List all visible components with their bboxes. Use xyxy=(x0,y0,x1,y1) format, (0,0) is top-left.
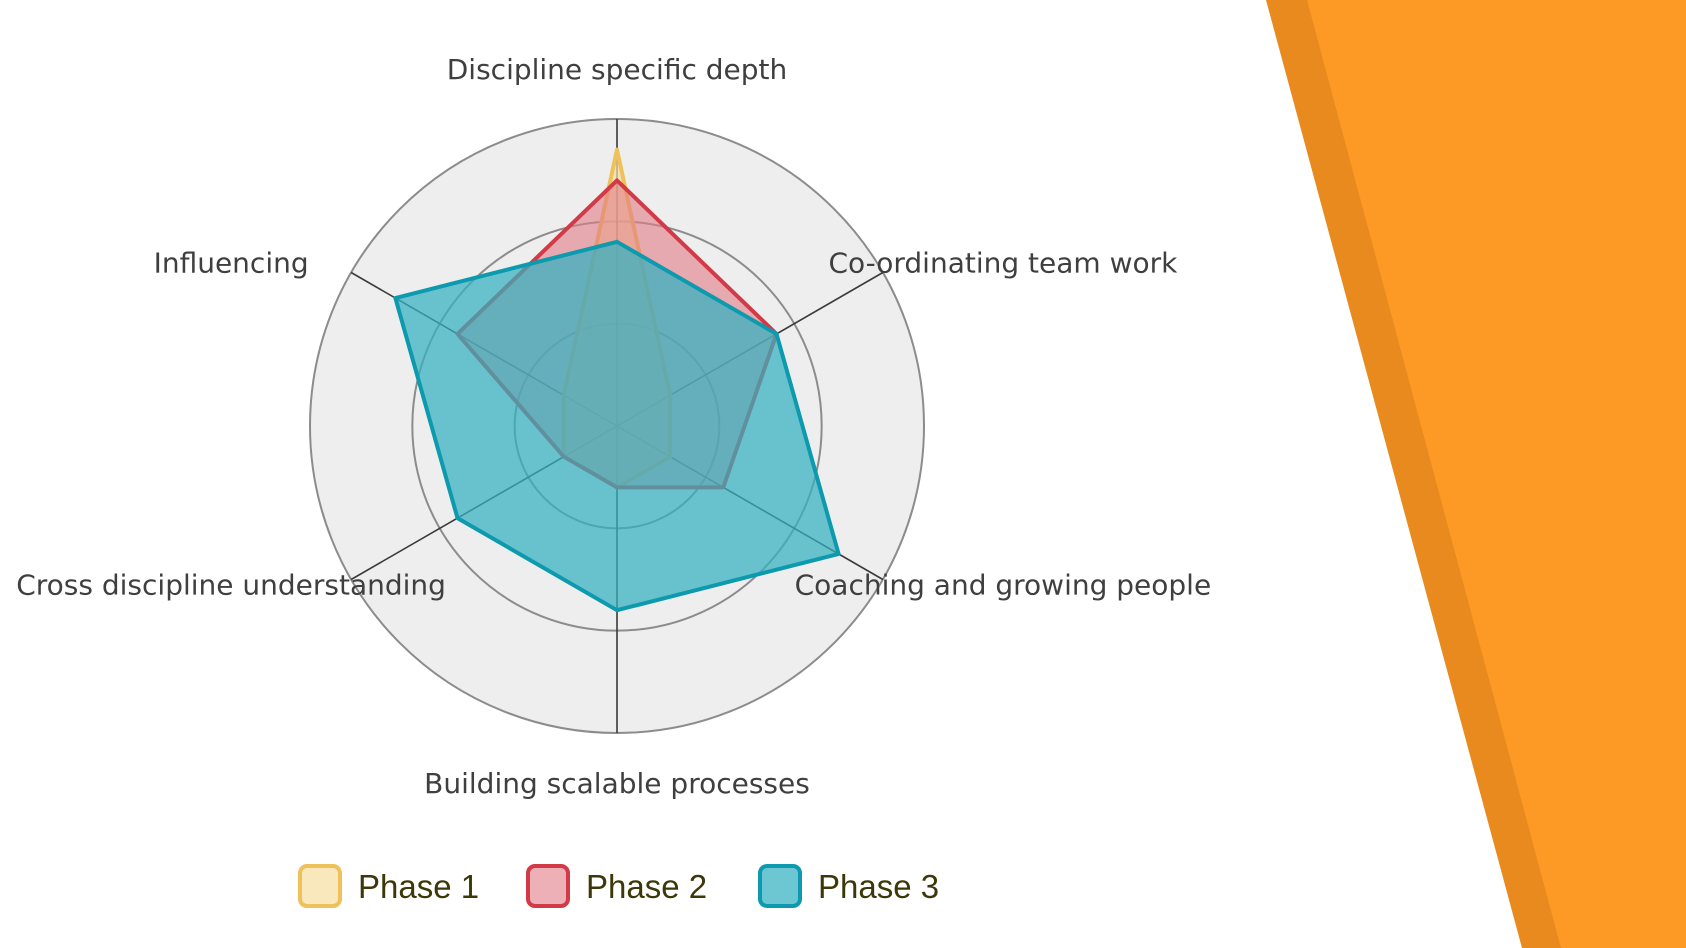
radar-series xyxy=(393,147,841,613)
legend-item-phase-2[interactable]: Phase 2 xyxy=(526,864,707,908)
legend-swatch-phase-3 xyxy=(758,864,802,908)
axis-labels: Discipline specific depth Co-ordinating … xyxy=(16,53,1211,800)
orange-stripe-light xyxy=(1307,0,1686,948)
series-area-phase-3 xyxy=(393,239,841,613)
chart-legend: Phase 1 Phase 2 Phase 3 xyxy=(298,864,939,908)
legend-item-phase-1[interactable]: Phase 1 xyxy=(298,864,479,908)
axis-label-cross-discipline-understanding: Cross discipline understanding xyxy=(16,569,446,602)
legend-swatch-phase-1 xyxy=(298,864,342,908)
legend-label-phase-2: Phase 2 xyxy=(586,868,707,905)
axis-label-discipline-specific-depth: Discipline specific depth xyxy=(447,53,788,86)
axis-label-coaching-and-growing-people: Coaching and growing people xyxy=(795,569,1212,602)
legend-item-phase-3[interactable]: Phase 3 xyxy=(758,864,939,908)
legend-label-phase-3: Phase 3 xyxy=(818,868,939,905)
legend-swatch-phase-2 xyxy=(526,864,570,908)
axis-label-building-scalable-processes: Building scalable processes xyxy=(424,767,810,800)
legend-label-phase-1: Phase 1 xyxy=(358,868,479,905)
axis-label-influencing: Influencing xyxy=(154,247,309,280)
axis-label-co-ordinating-team-work: Co-ordinating team work xyxy=(828,247,1178,280)
